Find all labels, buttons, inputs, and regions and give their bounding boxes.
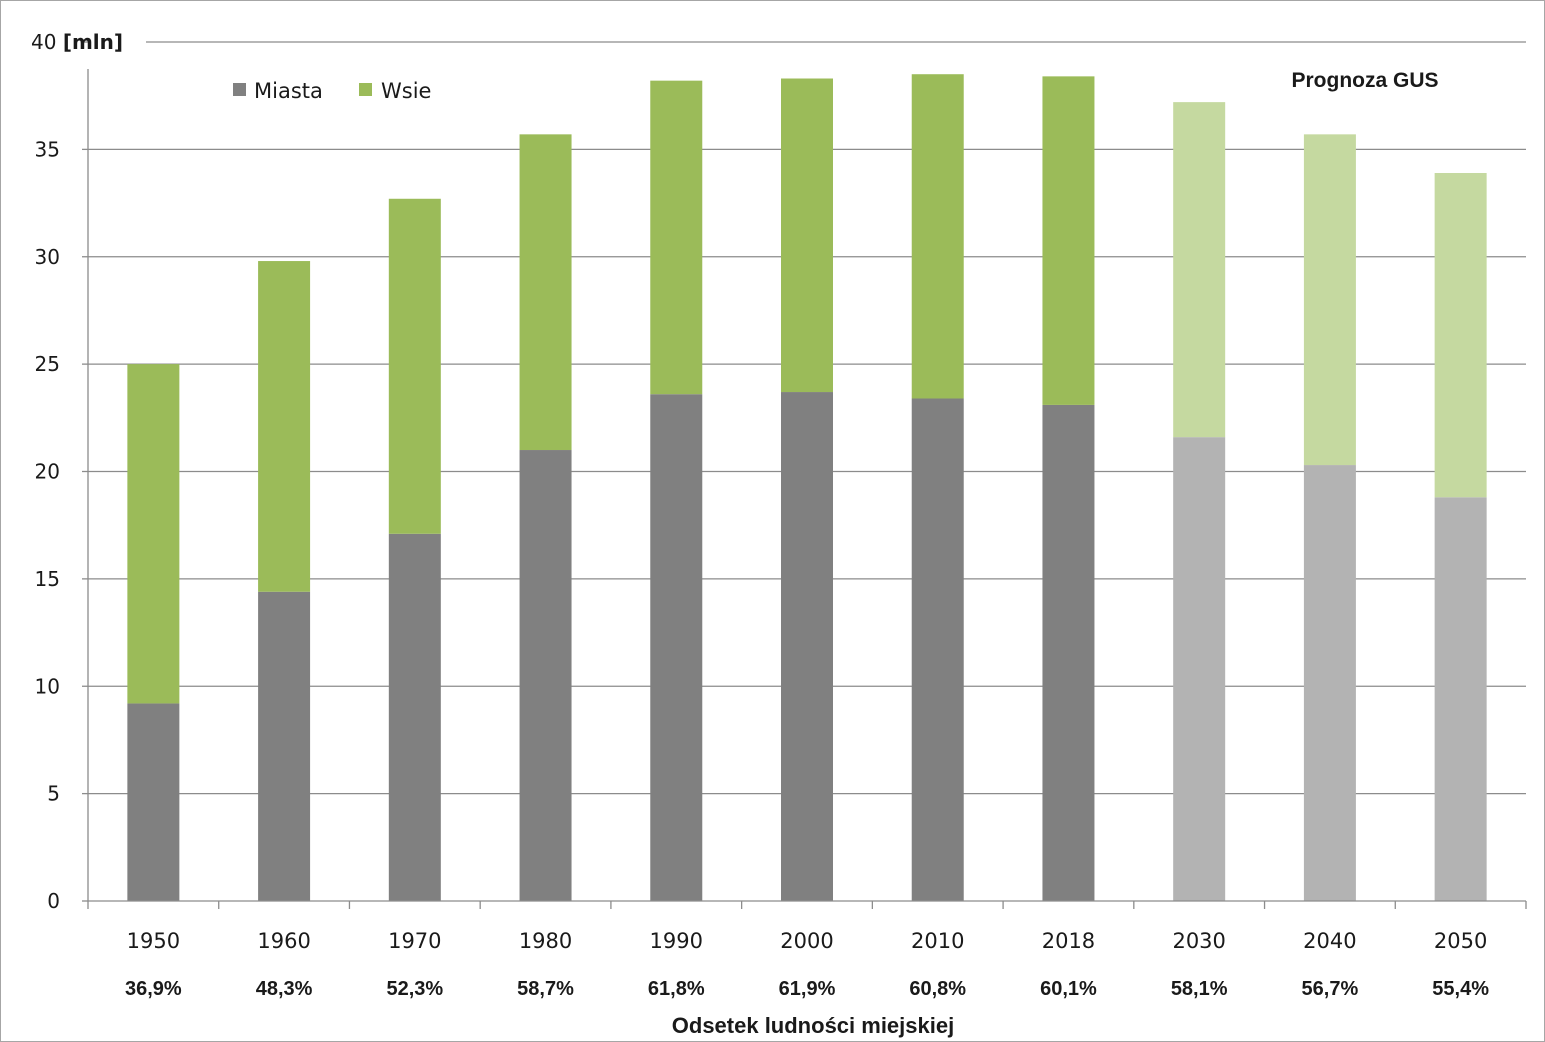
urban-share-2040: 56,7% [1302, 978, 1359, 1000]
bar-miasta-1990 [650, 394, 703, 901]
bar-miasta-2030 [1173, 437, 1226, 901]
legend-label-wsie: Wsie [381, 79, 431, 103]
bar-wsie-2030 [1173, 102, 1226, 438]
urban-share-2010: 60,8% [909, 978, 966, 1000]
bar-wsie-2000 [781, 78, 833, 393]
urban-share-labels: 36,9% 48,3% 52,3% 58,7% 61,8% 61,9% 60,8% 60,1%… [125, 978, 1489, 1000]
urban-share-1980: 58,7% [517, 978, 574, 1000]
x-tick-label-2018: 2018 [1042, 929, 1095, 953]
urban-share-1960: 48,3% [256, 978, 313, 1000]
y-tick-label-15: 15 [35, 567, 60, 591]
bar-wsie-1990 [650, 80, 703, 395]
bar-miasta-1950 [127, 703, 180, 901]
forecast-label: Prognoza GUS [1291, 69, 1438, 92]
bar-wsie-1980 [519, 134, 572, 451]
y-tick-label-35: 35 [35, 137, 60, 161]
bar-wsie-2040 [1303, 134, 1356, 466]
x-tick-labels: 1950 1960 1970 1980 1990 2000 2010 2018 2030 2040… [127, 929, 1488, 953]
bar-wsie-2018 [1042, 76, 1095, 405]
x-tick-label-1970: 1970 [388, 929, 441, 953]
bar-wsie-1950 [127, 364, 180, 704]
bar-wsie-2050 [1434, 172, 1487, 498]
urban-share-2000: 61,9% [779, 978, 836, 1000]
bar-wsie-1960 [258, 261, 311, 592]
bar-miasta-2040 [1303, 465, 1356, 901]
bar-wsie-2010 [911, 74, 964, 399]
x-tick-label-1990: 1990 [650, 929, 703, 953]
y-tick-label-5: 5 [47, 782, 60, 806]
y-tick-label-40: 40 [mln] [31, 30, 123, 54]
x-tick-label-1950: 1950 [127, 929, 180, 953]
urban-share-1970: 52,3% [386, 978, 443, 1000]
x-tick-label-1980: 1980 [519, 929, 572, 953]
urban-share-2018: 60,1% [1040, 978, 1097, 1000]
x-tick-label-2010: 2010 [911, 929, 964, 953]
bar-miasta-2010 [911, 398, 964, 901]
x-tick-label-1960: 1960 [257, 929, 310, 953]
bar-miasta-1960 [258, 591, 311, 901]
legend: Miasta Wsie [233, 79, 431, 103]
urban-share-1990: 61,8% [648, 978, 705, 1000]
legend-swatch-wsie [359, 83, 372, 96]
urban-share-2030: 58,1% [1171, 978, 1228, 1000]
y-tick-label-10: 10 [35, 674, 60, 698]
y-tick-label-20: 20 [35, 460, 60, 484]
legend-label-miasta: Miasta [254, 79, 323, 103]
bar-miasta-1970 [388, 533, 441, 901]
urban-share-2050: 55,4% [1432, 978, 1489, 1000]
x-tick-label-2030: 2030 [1172, 929, 1225, 953]
bar-wsie-1970 [388, 198, 441, 534]
urban-share-1950: 36,9% [125, 978, 182, 1000]
bar-miasta-2050 [1434, 497, 1487, 901]
y-tick-label-0: 0 [47, 889, 60, 913]
y-tick-labels: 0 5 10 15 20 25 30 35 40 [mln] [31, 30, 123, 913]
bar-miasta-2018 [1042, 404, 1095, 901]
y-tick-label-30: 30 [35, 245, 60, 269]
legend-swatch-miasta [233, 83, 246, 96]
bar-miasta-2000 [781, 392, 833, 901]
bars [127, 74, 1487, 901]
x-tick-label-2040: 2040 [1303, 929, 1356, 953]
x-axis-caption: Odsetek ludności miejskiej [672, 1013, 954, 1038]
x-tick-label-2050: 2050 [1434, 929, 1487, 953]
y-tick-label-25: 25 [35, 352, 60, 376]
x-tick-label-2000: 2000 [780, 929, 833, 953]
bar-miasta-1980 [519, 450, 572, 901]
axes [87, 69, 1527, 909]
